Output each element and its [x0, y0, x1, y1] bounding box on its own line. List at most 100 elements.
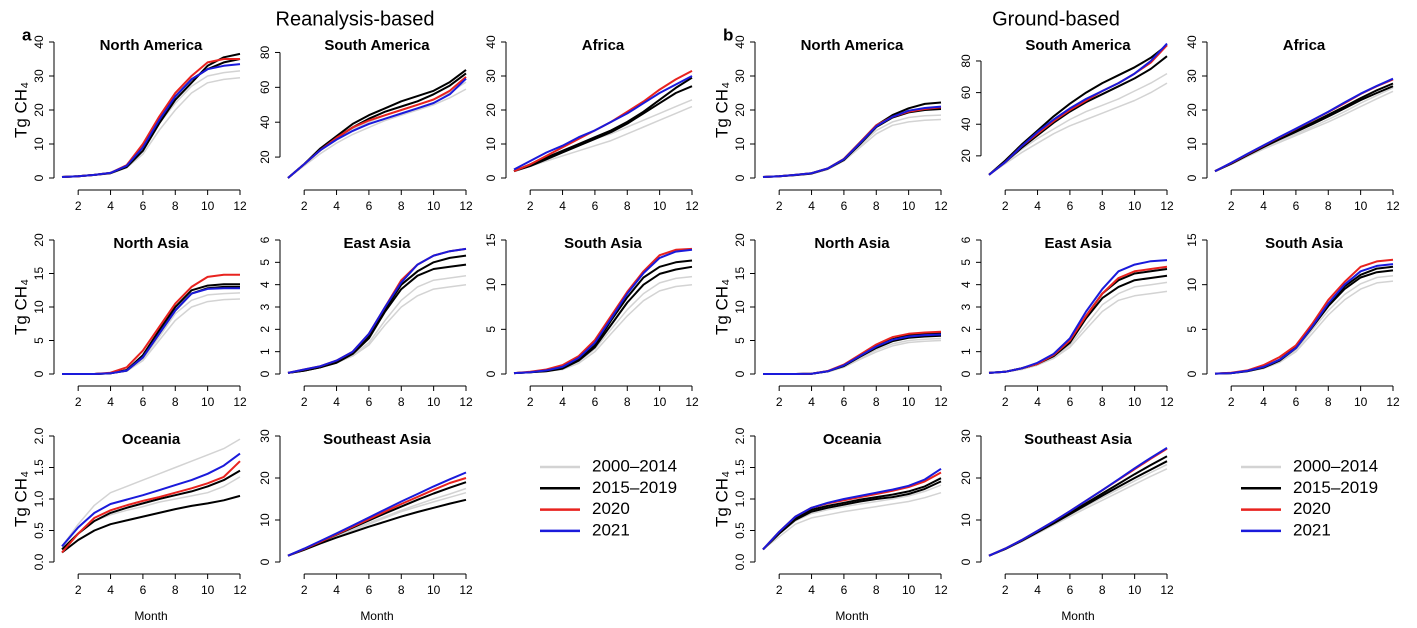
x-tick-label: 12: [233, 199, 247, 213]
x-tick-label: 12: [233, 583, 247, 597]
x-tick-label: 4: [333, 583, 340, 597]
y-tick-label: 30: [1185, 69, 1199, 83]
x-tick-label: 10: [1128, 583, 1142, 597]
chart-title: South America: [324, 37, 430, 54]
y-tick-label: 5: [733, 337, 747, 344]
panel-title: Reanalysis-based: [276, 8, 435, 30]
series-line: [287, 77, 467, 179]
x-tick-label: 10: [201, 395, 215, 409]
y-tick-label: 10: [484, 278, 498, 292]
chart-title: Africa: [582, 37, 625, 54]
panel-title: Ground-based: [992, 8, 1120, 30]
x-tick-label: 8: [873, 583, 880, 597]
x-tick-label: 10: [1128, 199, 1142, 213]
x-tick-label: 6: [140, 395, 147, 409]
series-line: [62, 292, 241, 375]
series-line: [988, 72, 1168, 176]
x-tick-label: 8: [624, 199, 631, 213]
y-tick-label: 30: [258, 429, 272, 443]
y-tick-label: 0: [484, 370, 498, 377]
x-tick-label: 8: [624, 395, 631, 409]
series-line: [513, 265, 693, 375]
series-line: [988, 446, 1168, 557]
y-axis-label: Tg CH₄: [11, 471, 30, 527]
series-line: [762, 480, 942, 551]
y-tick-label: 6: [258, 236, 272, 243]
x-tick-label: 10: [427, 395, 441, 409]
chart-title: Africa: [1283, 37, 1326, 54]
chart-title: East Asia: [1045, 235, 1113, 252]
y-tick-label: 30: [484, 69, 498, 83]
y-tick-label: 10: [484, 137, 498, 151]
x-tick-label: 2: [527, 395, 534, 409]
x-tick-label: 12: [685, 199, 699, 213]
y-axis-label: Tg CH₄: [11, 279, 30, 335]
y-tick-label: 1.0: [32, 490, 46, 507]
x-tick-label: 6: [1067, 199, 1074, 213]
y-tick-label: 0: [484, 174, 498, 181]
y-tick-label: 40: [1185, 35, 1199, 49]
series-line: [762, 101, 942, 178]
x-tick-label: 4: [333, 199, 340, 213]
series-line: [61, 438, 241, 547]
legend-label: 2000–2014: [1293, 456, 1378, 475]
y-tick-label: 20: [484, 103, 498, 117]
x-tick-label: 12: [459, 395, 473, 409]
y-tick-label: 80: [258, 45, 272, 59]
x-tick-label: 12: [1386, 199, 1400, 213]
x-tick-label: 8: [1325, 395, 1332, 409]
x-tick-label: 4: [1034, 583, 1041, 597]
series-line: [763, 332, 942, 375]
y-tick-label: 60: [959, 86, 973, 100]
y-tick-label: 10: [959, 513, 973, 527]
chart-title: Southeast Asia: [323, 431, 431, 448]
y-tick-label: 2: [959, 326, 973, 333]
x-tick-label: 2: [1002, 583, 1009, 597]
legend-label: 2020: [1293, 499, 1331, 518]
x-tick-label: 12: [685, 395, 699, 409]
x-tick-label: 10: [653, 199, 667, 213]
series-line: [988, 268, 1168, 374]
x-tick-label: 2: [527, 199, 534, 213]
series-line: [988, 82, 1168, 176]
x-tick-label: 6: [841, 583, 848, 597]
chart-title: North Asia: [814, 235, 890, 252]
x-tick-label: 10: [1354, 199, 1368, 213]
y-tick-label: 5: [959, 259, 973, 266]
series-line: [513, 76, 693, 173]
x-tick-label: 4: [1034, 199, 1041, 213]
series-line: [1214, 280, 1394, 375]
y-tick-label: 15: [1185, 233, 1199, 247]
series-line: [988, 259, 1168, 374]
x-tick-label: 12: [459, 199, 473, 213]
series-line: [287, 498, 467, 557]
y-tick-label: 5: [1185, 326, 1199, 333]
y-tick-label: 40: [484, 35, 498, 49]
y-axis-label: Tg CH₄: [712, 279, 731, 335]
x-tick-label: 10: [653, 395, 667, 409]
y-tick-label: 30: [959, 429, 973, 443]
y-tick-label: 40: [959, 117, 973, 131]
y-tick-label: 0: [258, 558, 272, 565]
series-line: [988, 44, 1168, 176]
x-tick-label: 2: [776, 199, 783, 213]
y-tick-label: 40: [258, 115, 272, 129]
x-tick-label: 10: [1128, 395, 1142, 409]
x-tick-label: 12: [934, 395, 948, 409]
y-tick-label: 0: [733, 174, 747, 181]
series-line: [762, 477, 942, 551]
x-tick-label: 10: [902, 583, 916, 597]
y-tick-label: 2: [258, 326, 272, 333]
y-tick-label: 1.0: [733, 490, 747, 507]
x-tick-label: 12: [934, 583, 948, 597]
legend-label: 2015–2019: [1293, 478, 1378, 497]
x-tick-label: 6: [140, 583, 147, 597]
x-tick-label: 8: [398, 395, 405, 409]
chart-title: East Asia: [344, 235, 412, 252]
x-tick-label: 6: [1293, 395, 1300, 409]
x-tick-label: 4: [559, 395, 566, 409]
series-line: [1214, 269, 1394, 375]
y-tick-label: 10: [258, 513, 272, 527]
y-tick-label: 5: [258, 259, 272, 266]
chart-title: North America: [100, 37, 203, 54]
